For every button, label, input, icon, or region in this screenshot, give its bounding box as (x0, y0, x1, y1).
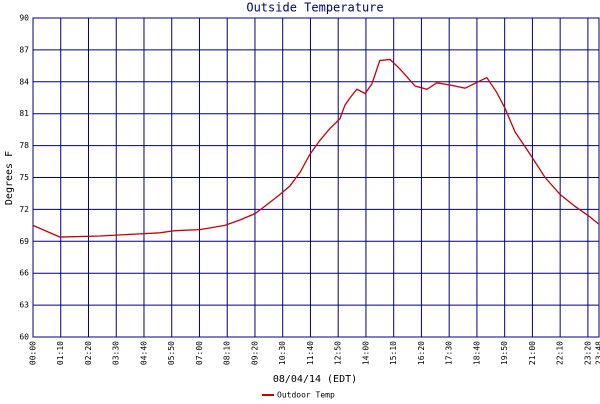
x-tick-label: 09:20 (250, 341, 259, 365)
x-tick-label: 01:10 (56, 341, 65, 365)
y-axis-label: Degrees F (4, 151, 15, 205)
x-tick-label: 12:50 (334, 341, 343, 365)
y-tick-label: 72 (19, 205, 29, 214)
y-tick-label: 84 (19, 77, 29, 86)
x-tick-label: 15:10 (389, 341, 398, 365)
x-tick-label: 18:40 (472, 341, 481, 365)
x-tick-label: 16:20 (417, 341, 426, 365)
x-tick-label: 23:48 (595, 341, 600, 365)
x-tick-label: 00:00 (29, 341, 38, 365)
x-tick-label: 23:20 (583, 341, 592, 365)
y-tick-label: 90 (19, 14, 29, 23)
y-tick-label: 78 (19, 141, 29, 150)
x-axis-label: 08/04/14 (EDT) (273, 374, 357, 385)
y-tick-label: 87 (19, 45, 29, 54)
x-tick-label: 03:30 (112, 341, 121, 365)
y-tick-label: 63 (19, 301, 29, 310)
x-tick-label: 02:20 (84, 341, 93, 365)
x-tick-label: 21:00 (528, 341, 537, 365)
x-tick-label: 10:30 (278, 341, 287, 365)
x-tick-label: 08:10 (223, 341, 232, 365)
x-tick-label: 04:40 (139, 341, 148, 365)
x-tick-label: 22:10 (556, 341, 565, 365)
x-tick-label: 19:50 (500, 341, 509, 365)
chart-title: Outside Temperature (246, 1, 383, 15)
x-tick-label: 17:30 (445, 341, 454, 365)
y-tick-label: 81 (19, 109, 29, 118)
y-tick-label: 66 (19, 269, 29, 278)
x-tick-label: 14:00 (361, 341, 370, 365)
y-tick-label: 75 (19, 173, 29, 182)
y-tick-label: 69 (19, 237, 29, 246)
legend-label: Outdoor Temp (277, 391, 335, 400)
x-tick-label: 07:00 (195, 341, 204, 365)
x-tick-label: 05:50 (167, 341, 176, 365)
y-tick-label: 60 (19, 333, 29, 342)
x-tick-label: 11:40 (306, 341, 315, 365)
